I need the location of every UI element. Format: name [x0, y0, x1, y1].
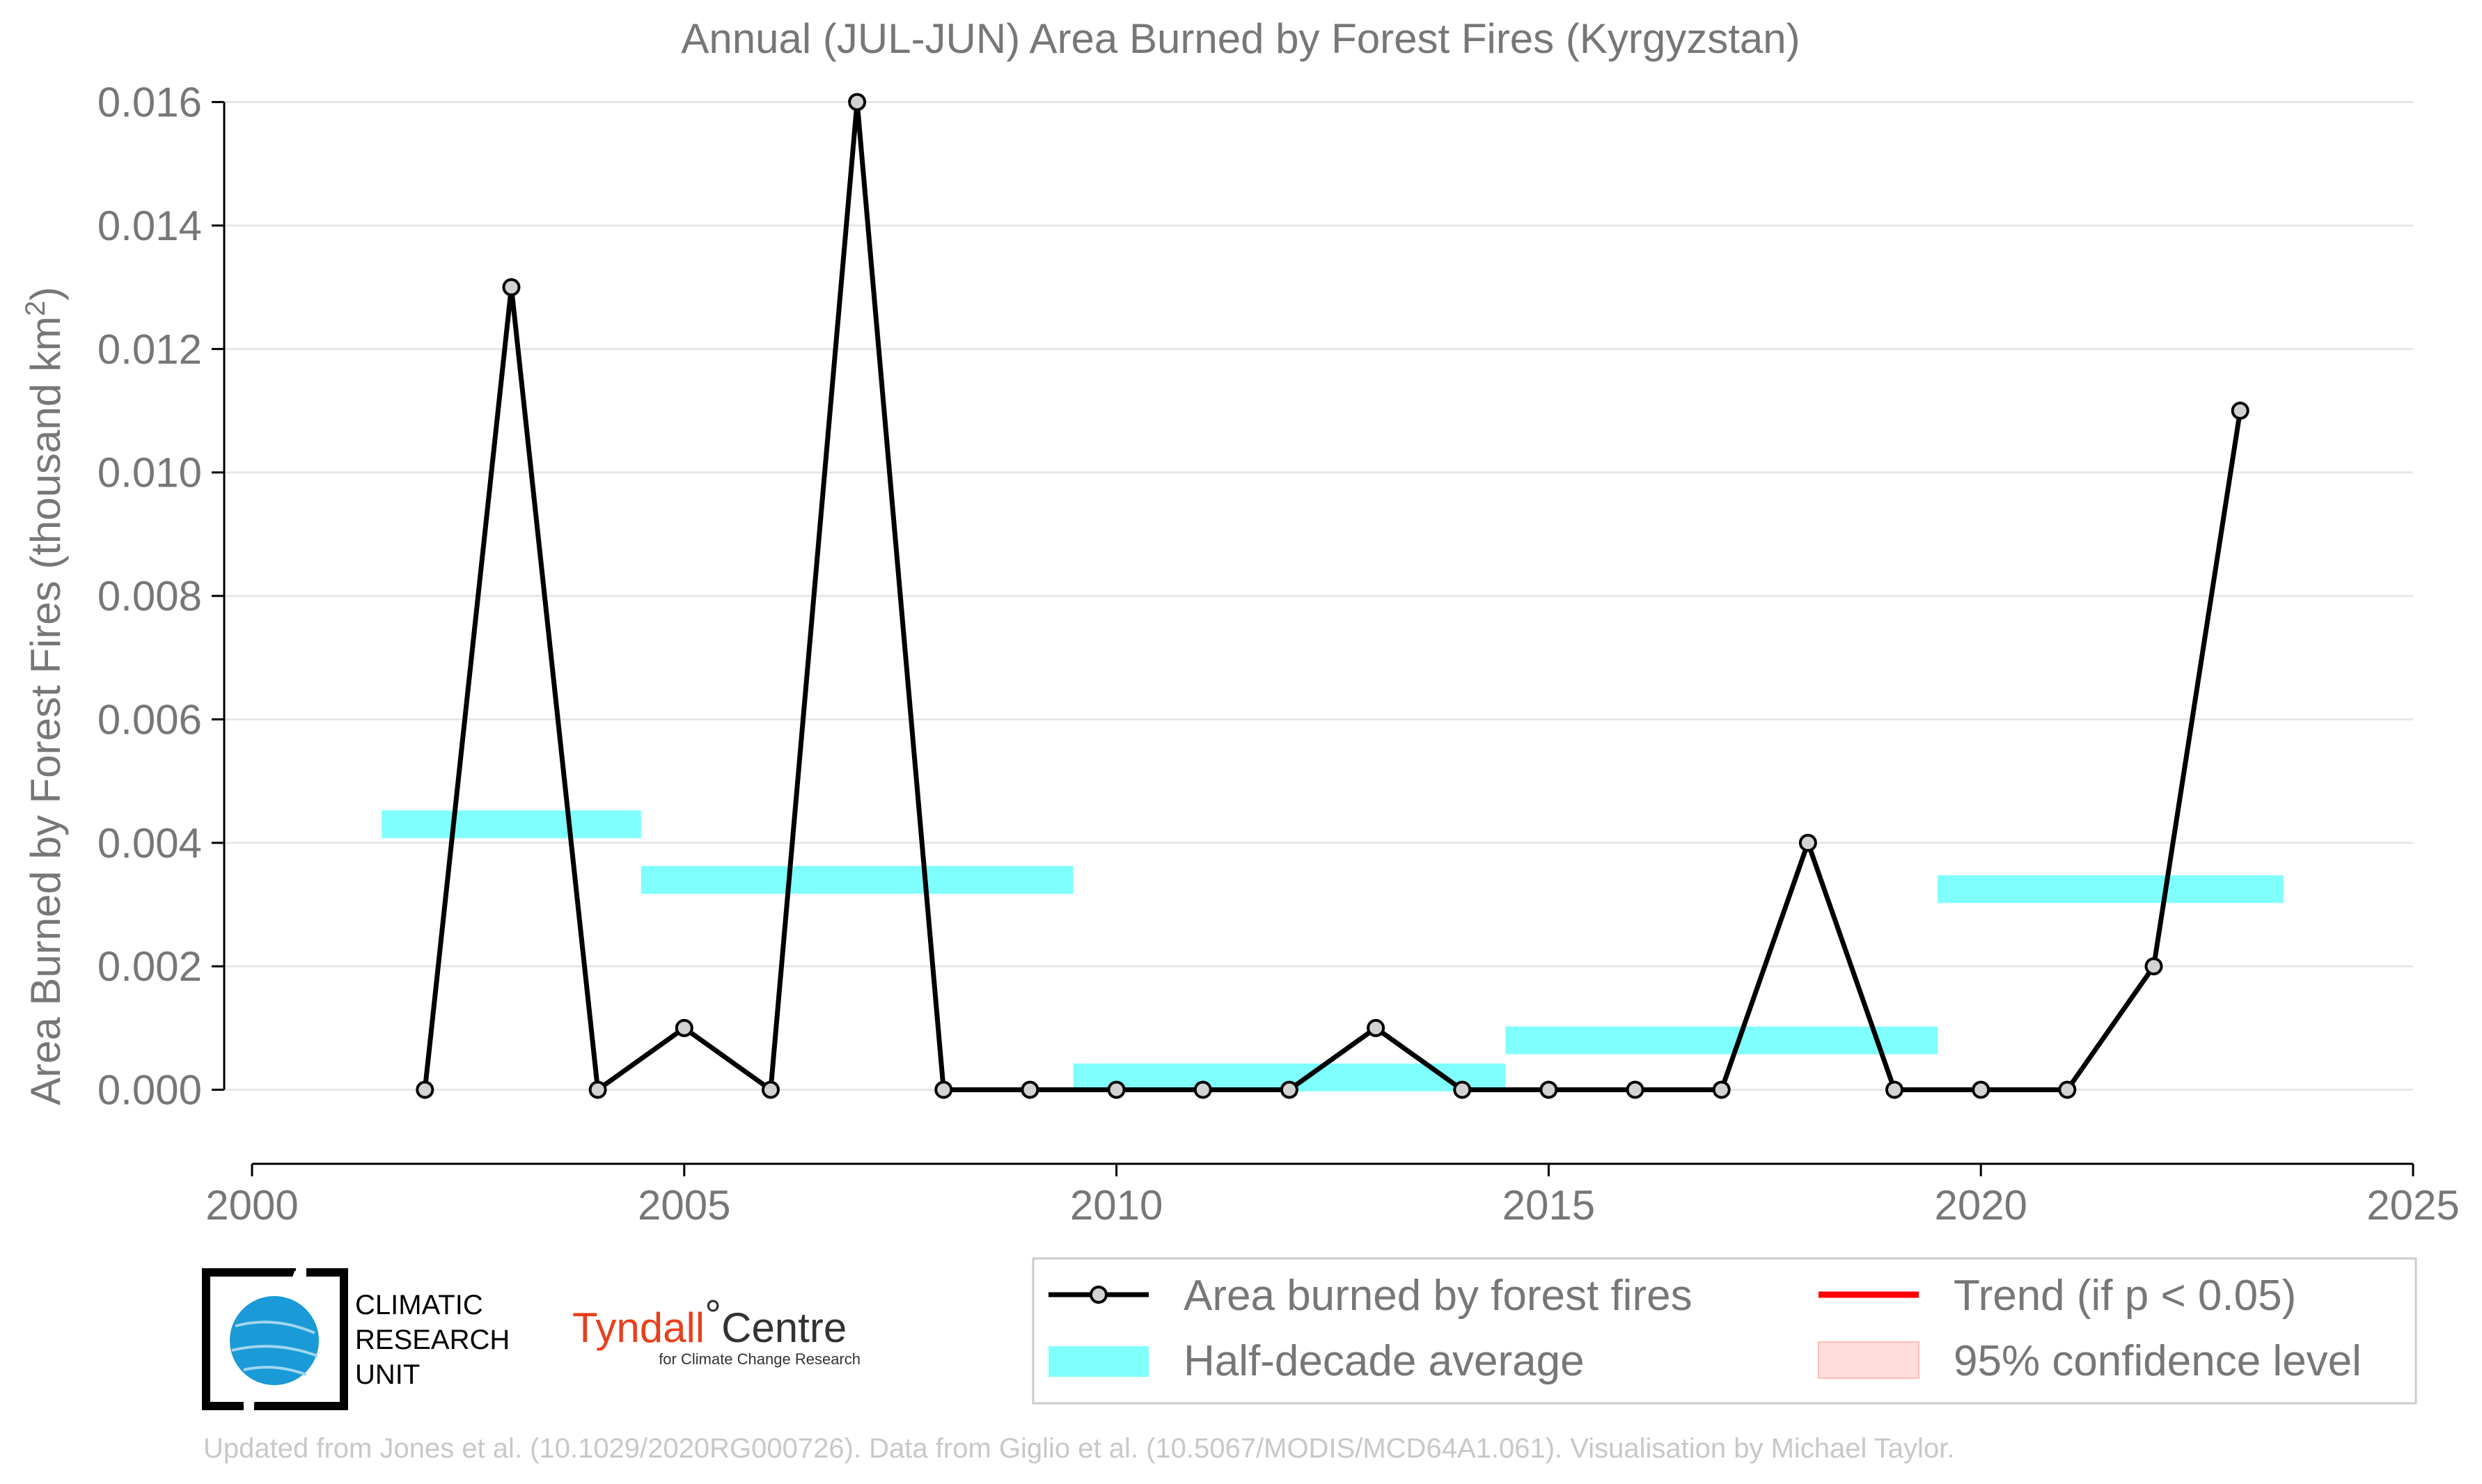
area-burned-line	[422, 100, 2243, 1093]
x-tick-label: 2000	[205, 1182, 298, 1229]
x-tick-label: 2010	[1070, 1182, 1163, 1229]
area-burned-point	[1972, 1080, 1990, 1099]
footer-credit: Updated from Jones et al. (10.1029/2020R…	[203, 1433, 1954, 1464]
tyndall-logo: Tyndall°Centre for Climate Change Resear…	[572, 1292, 861, 1368]
area-burned-point	[675, 1018, 693, 1037]
y-tick-label: 0.008	[97, 573, 202, 619]
area-burned-point	[1367, 1018, 1385, 1037]
cru-logo-line-3: UNIT	[355, 1359, 420, 1390]
tyndall-logo-subtitle: for Climate Change Research	[659, 1350, 861, 1368]
area-burned-point	[502, 278, 521, 297]
y-tick-label: 0.012	[97, 326, 202, 372]
area-burned-point	[761, 1080, 780, 1099]
cru-logo-line-2: RESEARCH	[355, 1325, 510, 1355]
area-burned-point	[1021, 1080, 1039, 1099]
area-burned-point	[1539, 1080, 1558, 1099]
y-tick-label: 0.014	[97, 203, 202, 249]
half-decade-average-bar	[1505, 1026, 1938, 1055]
y-tick-label: 0.006	[97, 696, 202, 743]
area-burned-series	[422, 100, 2243, 1093]
legend-label-half-decade: Half-decade average	[1184, 1337, 1585, 1385]
x-tick-label: 2005	[638, 1182, 730, 1229]
area-burned-point	[2058, 1080, 2077, 1099]
area-burned-point	[848, 93, 867, 111]
grid	[224, 101, 2413, 1091]
half-decade-average-bar	[641, 866, 1074, 894]
area-burned-point	[1280, 1080, 1298, 1099]
area-burned-markers	[416, 93, 2249, 1099]
legend-label-confidence: 95% confidence level	[1954, 1337, 2362, 1385]
y-tick-label: 0.010	[97, 450, 202, 496]
legend: Area burned by forest fires Trend (if p …	[1032, 1257, 2417, 1405]
y-tick-label: 0.002	[97, 943, 202, 990]
x-tick-label: 2025	[2366, 1182, 2459, 1229]
area-burned-point	[1885, 1080, 1904, 1099]
cru-logo-line-1: CLIMATIC	[355, 1290, 483, 1320]
area-burned-point	[1712, 1080, 1731, 1099]
y-axis: 0.000 0.002 0.004 0.006 0.008 0.010 0.012 0.014…	[97, 79, 226, 1114]
y-tick-label: 0.016	[97, 79, 202, 126]
x-axis: 2000 2005 2010 2015 2020 2025	[205, 1162, 2460, 1229]
area-burned-point	[588, 1080, 607, 1099]
area-burned-point	[1193, 1080, 1212, 1099]
y-tick-label: 0.000	[97, 1067, 202, 1114]
half-decade-average-bar	[382, 810, 641, 839]
x-tick-label: 2020	[1934, 1182, 2027, 1229]
half-decade-average-bars	[382, 810, 2284, 1091]
cru-logo: CLIMATIC RESEARCH UNIT	[202, 1268, 510, 1410]
half-decade-average-bar	[1938, 875, 2284, 903]
area-burned-point	[934, 1080, 953, 1099]
area-burned-point	[1626, 1080, 1644, 1099]
chart-title: Annual (JUL-JUN) Area Burned by Forest F…	[681, 15, 1800, 62]
area-burned-point	[1453, 1080, 1472, 1099]
tyndall-logo-centre: Centre	[721, 1304, 847, 1351]
tyndall-logo-main: Tyndall	[572, 1304, 705, 1351]
legend-label-trend: Trend (if p < 0.05)	[1954, 1272, 2296, 1320]
y-tick-label: 0.004	[97, 820, 202, 867]
area-burned-point	[2231, 402, 2249, 420]
svg-text:Tyndall°Centre: Tyndall°Centre	[572, 1292, 847, 1351]
y-axis-label: Area Burned by Forest Fires (thousand km…	[20, 287, 69, 1105]
area-burned-point	[1107, 1080, 1126, 1099]
area-burned-point	[1798, 833, 1817, 852]
area-burned-point	[416, 1080, 434, 1099]
legend-label-area-burned: Area burned by forest fires	[1184, 1272, 1692, 1320]
area-burned-point	[2144, 957, 2163, 976]
x-tick-label: 2015	[1502, 1182, 1595, 1229]
